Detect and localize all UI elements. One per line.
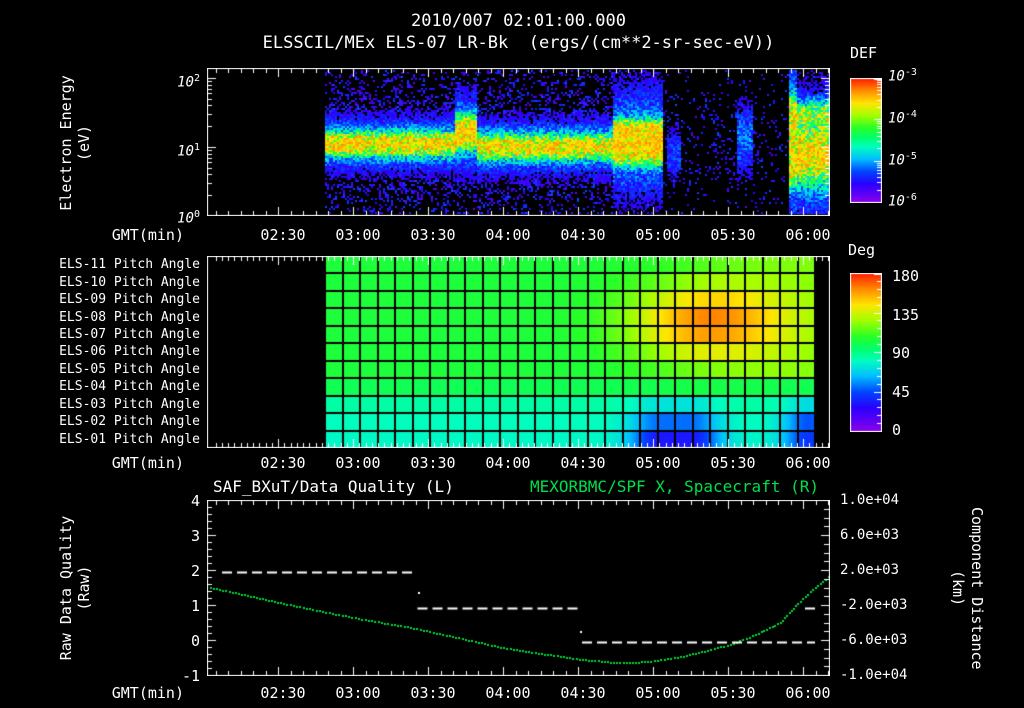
pitch-row-label: ELS-05 Pitch Angle <box>59 361 200 377</box>
quality-tick-label: 4 <box>190 492 200 510</box>
time-tick-label: 03:30 <box>410 226 456 244</box>
deg-colorbar-title: Deg <box>848 241 876 259</box>
pitch-row-label: ELS-06 Pitch Angle <box>59 344 200 360</box>
time-tick-label: 06:00 <box>785 684 831 702</box>
bottom-left-series-title: SAF_BXuT/Data Quality (L) <box>213 477 454 496</box>
time-axis-row: 02:30 03:00 03:30 04:00 04:30 05:00 05:3… <box>207 684 830 702</box>
deg-colorbar-tick-label: 45 <box>892 383 911 401</box>
pitch-row-label: ELS-04 Pitch Angle <box>59 379 200 395</box>
time-tick-label: 03:00 <box>335 226 381 244</box>
distance-tick-label: 2.0e+03 <box>840 562 900 578</box>
distance-tick-label: -6.0e+03 <box>840 632 908 648</box>
gmt-axis-label: GMT(min) <box>111 226 184 244</box>
pitch-row-label: ELS-08 Pitch Angle <box>59 309 200 325</box>
bottom-right-series-title: MEXORBMC/SPF X, Spacecraft (R) <box>530 477 819 496</box>
time-tick-label: 04:00 <box>485 454 531 472</box>
time-tick-label: 05:00 <box>635 454 681 472</box>
gmt-axis-label: GMT(min) <box>111 454 184 472</box>
pitch-row-label: ELS-02 Pitch Angle <box>59 414 200 430</box>
distance-tick-label: -1.0e+04 <box>840 667 908 683</box>
quality-y-axis-label: Raw Data Quality (Raw) <box>57 516 93 661</box>
deg-colorbar-tick-label: 90 <box>892 344 911 362</box>
time-tick-label: 05:30 <box>710 226 756 244</box>
deg-colorbar-tick-label: 135 <box>892 306 920 324</box>
distance-y-axis-label-line2: (km) <box>949 569 967 607</box>
time-tick-label: 03:30 <box>410 454 456 472</box>
quality-tick-label: 0 <box>190 632 200 650</box>
time-tick-label: 04:30 <box>560 684 606 702</box>
time-tick-label: 02:30 <box>260 684 306 702</box>
time-tick-label: 05:30 <box>710 684 756 702</box>
deg-colorbar-tick-label: 0 <box>892 421 902 439</box>
energy-tick-label: 101 <box>177 142 200 160</box>
quality-tick-label: 3 <box>190 527 200 545</box>
time-tick-label: 03:30 <box>410 684 456 702</box>
time-tick-label: 03:00 <box>335 454 381 472</box>
time-tick-label: 06:00 <box>785 226 831 244</box>
time-tick-label: 05:00 <box>635 684 681 702</box>
energy-tick-label: 102 <box>177 73 200 91</box>
pitch-row-labels: ELS-11 Pitch Angle ELS-10 Pitch Angle EL… <box>0 256 200 448</box>
pitch-row-label: ELS-11 Pitch Angle <box>59 257 200 273</box>
deg-colorbar <box>850 273 882 432</box>
def-colorbar <box>850 78 882 203</box>
page-title-instrument: ELSSCIL/MEx ELS-07 LR-Bk (ergs/(cm**2-sr… <box>262 33 775 53</box>
quality-y-axis-label-line1: Raw Data Quality <box>57 515 75 661</box>
quality-tick-label: 1 <box>190 597 200 615</box>
def-colorbar-tick-label: 10-3 <box>888 67 917 85</box>
distance-tick-label: -2.0e+03 <box>840 597 908 613</box>
time-axis-row: 02:30 03:00 03:30 04:00 04:30 05:00 05:3… <box>207 454 830 472</box>
distance-y-axis-label-line1: Component Distance <box>968 506 986 670</box>
time-tick-label: 04:00 <box>485 226 531 244</box>
def-colorbar-title: DEF <box>850 44 878 62</box>
quality-distance-plot <box>207 500 830 676</box>
distance-y-axis-label: Component Distance (km) <box>948 498 986 678</box>
time-tick-label: 04:30 <box>560 454 606 472</box>
quality-tick-label: -1 <box>181 667 200 685</box>
pitch-row-label: ELS-01 Pitch Angle <box>59 431 200 447</box>
distance-tick-label: 1.0e+04 <box>840 492 900 508</box>
pitch-row-label: ELS-10 Pitch Angle <box>59 274 200 290</box>
pitch-row-label: ELS-09 Pitch Angle <box>59 292 200 308</box>
electron-energy-spectrogram <box>207 68 830 216</box>
time-tick-label: 06:00 <box>785 454 831 472</box>
gmt-axis-label: GMT(min) <box>111 684 184 702</box>
spectrogram-y-axis-label-line1: Electron Energy <box>57 75 75 211</box>
quality-tick-label: 2 <box>190 562 200 580</box>
pitch-row-label: ELS-03 Pitch Angle <box>59 396 200 412</box>
time-tick-label: 05:30 <box>710 454 756 472</box>
def-colorbar-tick-label: 10-4 <box>888 109 917 127</box>
time-tick-label: 03:00 <box>335 684 381 702</box>
def-colorbar-tick-label: 10-5 <box>888 151 917 169</box>
time-tick-label: 04:00 <box>485 684 531 702</box>
def-colorbar-tick-label: 10-6 <box>888 192 917 210</box>
page-title-datetime: 2010/007 02:01:00.000 <box>411 11 626 31</box>
time-tick-label: 02:30 <box>260 226 306 244</box>
time-tick-label: 04:30 <box>560 226 606 244</box>
time-tick-label: 02:30 <box>260 454 306 472</box>
pitch-angle-heatmap <box>207 256 830 448</box>
deg-colorbar-tick-label: 180 <box>892 267 920 285</box>
spectrogram-y-axis-label-line2: (eV) <box>75 124 93 162</box>
time-tick-label: 05:00 <box>635 226 681 244</box>
energy-tick-label: 100 <box>177 209 200 227</box>
distance-tick-label: 6.0e+03 <box>840 527 900 543</box>
spectrogram-y-axis-label: Electron Energy (eV) <box>57 75 93 210</box>
pitch-row-label: ELS-07 Pitch Angle <box>59 327 200 343</box>
quality-y-axis-label-line2: (Raw) <box>75 565 93 611</box>
time-axis-row: 02:30 03:00 03:30 04:00 04:30 05:00 05:3… <box>207 226 830 244</box>
